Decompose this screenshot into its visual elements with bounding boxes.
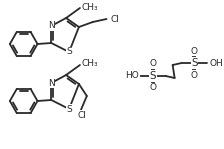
- Text: S: S: [66, 104, 72, 114]
- Text: S: S: [66, 48, 72, 56]
- Text: O: O: [149, 59, 156, 69]
- Text: HO: HO: [125, 72, 139, 80]
- Text: O: O: [191, 70, 198, 80]
- Text: Cl: Cl: [111, 14, 120, 24]
- Text: N: N: [48, 79, 55, 87]
- Text: O: O: [149, 83, 156, 93]
- Text: S: S: [191, 58, 198, 68]
- Text: CH₃: CH₃: [82, 59, 99, 69]
- Text: N: N: [48, 21, 55, 31]
- Text: Cl: Cl: [78, 111, 86, 119]
- Text: OH: OH: [209, 59, 223, 67]
- Text: O: O: [191, 46, 198, 55]
- Text: CH₃: CH₃: [82, 3, 99, 11]
- Text: S: S: [150, 71, 156, 81]
